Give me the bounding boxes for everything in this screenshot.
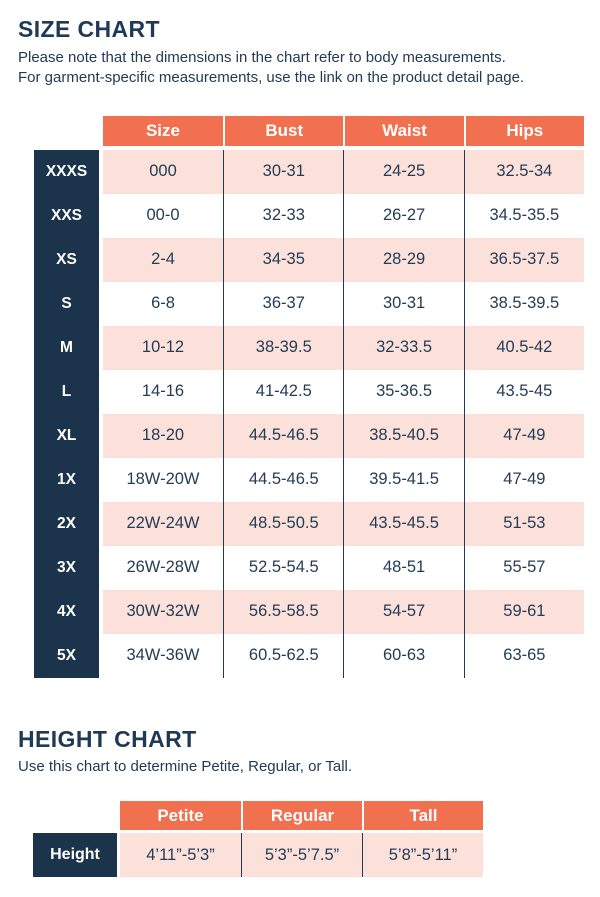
hips-cell: 55-57 [463, 545, 584, 590]
waist-cell: 38.5-40.5 [343, 413, 464, 458]
bust-cell: 48.5-50.5 [223, 501, 344, 546]
size-row-label: 1X [34, 457, 99, 502]
height-chart-table: Petite Regular Tall Height 4’11”-5’3” 5’… [33, 801, 584, 878]
column-header-regular: Regular [241, 801, 362, 831]
size-row-label: XS [34, 237, 99, 282]
bust-cell: 60.5-62.5 [223, 633, 343, 678]
size-chart-description-line2: For garment-specific measurements, use t… [18, 69, 525, 87]
size-row-label: XL [34, 413, 99, 458]
hips-cell: 43.5-45 [463, 369, 584, 414]
hips-cell: 38.5-39.5 [463, 281, 584, 326]
size-chart-title: SIZE CHART [18, 16, 160, 42]
size-cell: 14-16 [141, 382, 185, 401]
bust-cell: 32-33 [223, 193, 343, 238]
bust-cell: 41-42.5 [223, 369, 343, 414]
hips-cell: 40.5-42 [463, 325, 585, 370]
size-chart-table: Size Bust Waist Hips XXXS 000 30-31 24-2… [34, 115, 585, 678]
size-cell: 2-4 [102, 237, 224, 282]
bust-cell: 44.5-46.5 [223, 457, 343, 502]
column-header-tall: Tall [362, 801, 483, 831]
waist-cell: 60-63 [343, 633, 463, 678]
size-cell: 000 [102, 149, 224, 194]
bust-cell: 34-35 [223, 237, 344, 282]
column-header-size: Size [102, 115, 224, 146]
table-row: S 6-8 36-37 30-31 38.5-39.5 [34, 281, 584, 326]
table-row: 1X 18W-20W 44.5-46.5 39.5-41.5 47-49 [34, 457, 584, 502]
size-row-label: 2X [34, 501, 99, 546]
size-cell: 18W-20W [126, 470, 200, 489]
hips-cell: 36.5-37.5 [463, 237, 585, 282]
table-row: 4X 30W-32W 56.5-58.5 54-57 59-61 [34, 589, 585, 634]
size-row-label: 5X [34, 633, 99, 678]
size-row-label: L [34, 369, 99, 414]
size-row-label: 4X [34, 589, 99, 634]
size-chart-header-row: Size Bust Waist Hips [34, 115, 584, 146]
size-cell: 22W-24W [102, 501, 224, 546]
size-row-label: XXXS [34, 149, 99, 194]
table-row: M 10-12 38-39.5 32-33.5 40.5-42 [34, 325, 585, 370]
waist-cell: 28-29 [343, 237, 464, 282]
height-chart-header-row: Petite Regular Tall [33, 801, 584, 831]
bust-cell: 38-39.5 [223, 325, 344, 370]
bust-cell: 56.5-58.5 [223, 589, 344, 634]
size-cell: 10-12 [102, 325, 224, 370]
bust-cell: 52.5-54.5 [223, 545, 343, 590]
height-row: Height 4’11”-5’3” 5’3”-5’7.5” 5’8”-5’11” [33, 833, 584, 878]
hips-cell: 34.5-35.5 [463, 193, 584, 238]
table-row: 5X 34W-36W 60.5-62.5 60-63 63-65 [34, 633, 584, 678]
table-row: XS 2-4 34-35 28-29 36.5-37.5 [34, 237, 585, 282]
waist-cell: 32-33.5 [343, 325, 464, 370]
size-cell: 6-8 [151, 294, 175, 313]
size-chart-header-spacer [34, 116, 103, 146]
height-chart-header-spacer [33, 801, 120, 830]
column-header-petite: Petite [120, 801, 241, 831]
column-header-waist: Waist [343, 115, 464, 146]
size-row-label: M [34, 325, 99, 370]
hips-cell: 32.5-34 [463, 149, 585, 194]
waist-cell: 26-27 [343, 193, 463, 238]
size-row-label: 3X [34, 545, 99, 590]
height-cell-petite: 4’11”-5’3” [120, 833, 241, 878]
waist-cell: 43.5-45.5 [343, 501, 464, 546]
bust-cell: 36-37 [223, 281, 343, 326]
size-cell: 26W-28W [126, 558, 200, 577]
table-row: L 14-16 41-42.5 35-36.5 43.5-45 [34, 369, 584, 414]
hips-cell: 63-65 [463, 633, 584, 678]
height-row-label: Height [33, 833, 117, 878]
height-cell-tall: 5’8”-5’11” [362, 833, 483, 878]
table-row: 3X 26W-28W 52.5-54.5 48-51 55-57 [34, 545, 584, 590]
waist-cell: 54-57 [343, 589, 464, 634]
waist-cell: 30-31 [343, 281, 463, 326]
size-chart-description: Please note that the dimensions in the c… [18, 48, 584, 89]
table-row: XXXS 000 30-31 24-25 32.5-34 [34, 149, 585, 194]
size-cell: 00-0 [146, 206, 180, 225]
column-header-hips: Hips [463, 115, 584, 146]
size-row-label: S [34, 281, 99, 326]
waist-cell: 35-36.5 [343, 369, 463, 414]
size-cell: 34W-36W [126, 646, 200, 665]
bust-cell: 44.5-46.5 [223, 413, 344, 458]
height-chart-description: Use this chart to determine Petite, Regu… [18, 757, 353, 775]
size-cell: 30W-32W [102, 589, 224, 634]
hips-cell: 47-49 [463, 457, 584, 502]
hips-cell: 51-53 [463, 501, 585, 546]
page: SIZE CHART Please note that the dimensio… [18, 16, 585, 878]
size-cell: 18-20 [102, 413, 224, 458]
waist-cell: 24-25 [343, 149, 464, 194]
hips-cell: 47-49 [463, 413, 585, 458]
table-row: XXS 00-0 32-33 26-27 34.5-35.5 [34, 193, 584, 238]
size-row-label: XXS [34, 193, 99, 238]
bust-cell: 30-31 [223, 149, 344, 194]
height-chart-title: HEIGHT CHART [18, 725, 197, 752]
waist-cell: 39.5-41.5 [343, 457, 463, 502]
height-cell-regular: 5’3”-5’7.5” [241, 833, 362, 878]
size-chart-description-line1: Please note that the dimensions in the c… [18, 49, 506, 66]
waist-cell: 48-51 [343, 545, 463, 590]
table-row: XL 18-20 44.5-46.5 38.5-40.5 47-49 [34, 413, 585, 458]
table-row: 2X 22W-24W 48.5-50.5 43.5-45.5 51-53 [34, 501, 585, 546]
column-header-bust: Bust [223, 115, 344, 146]
hips-cell: 59-61 [463, 589, 585, 634]
